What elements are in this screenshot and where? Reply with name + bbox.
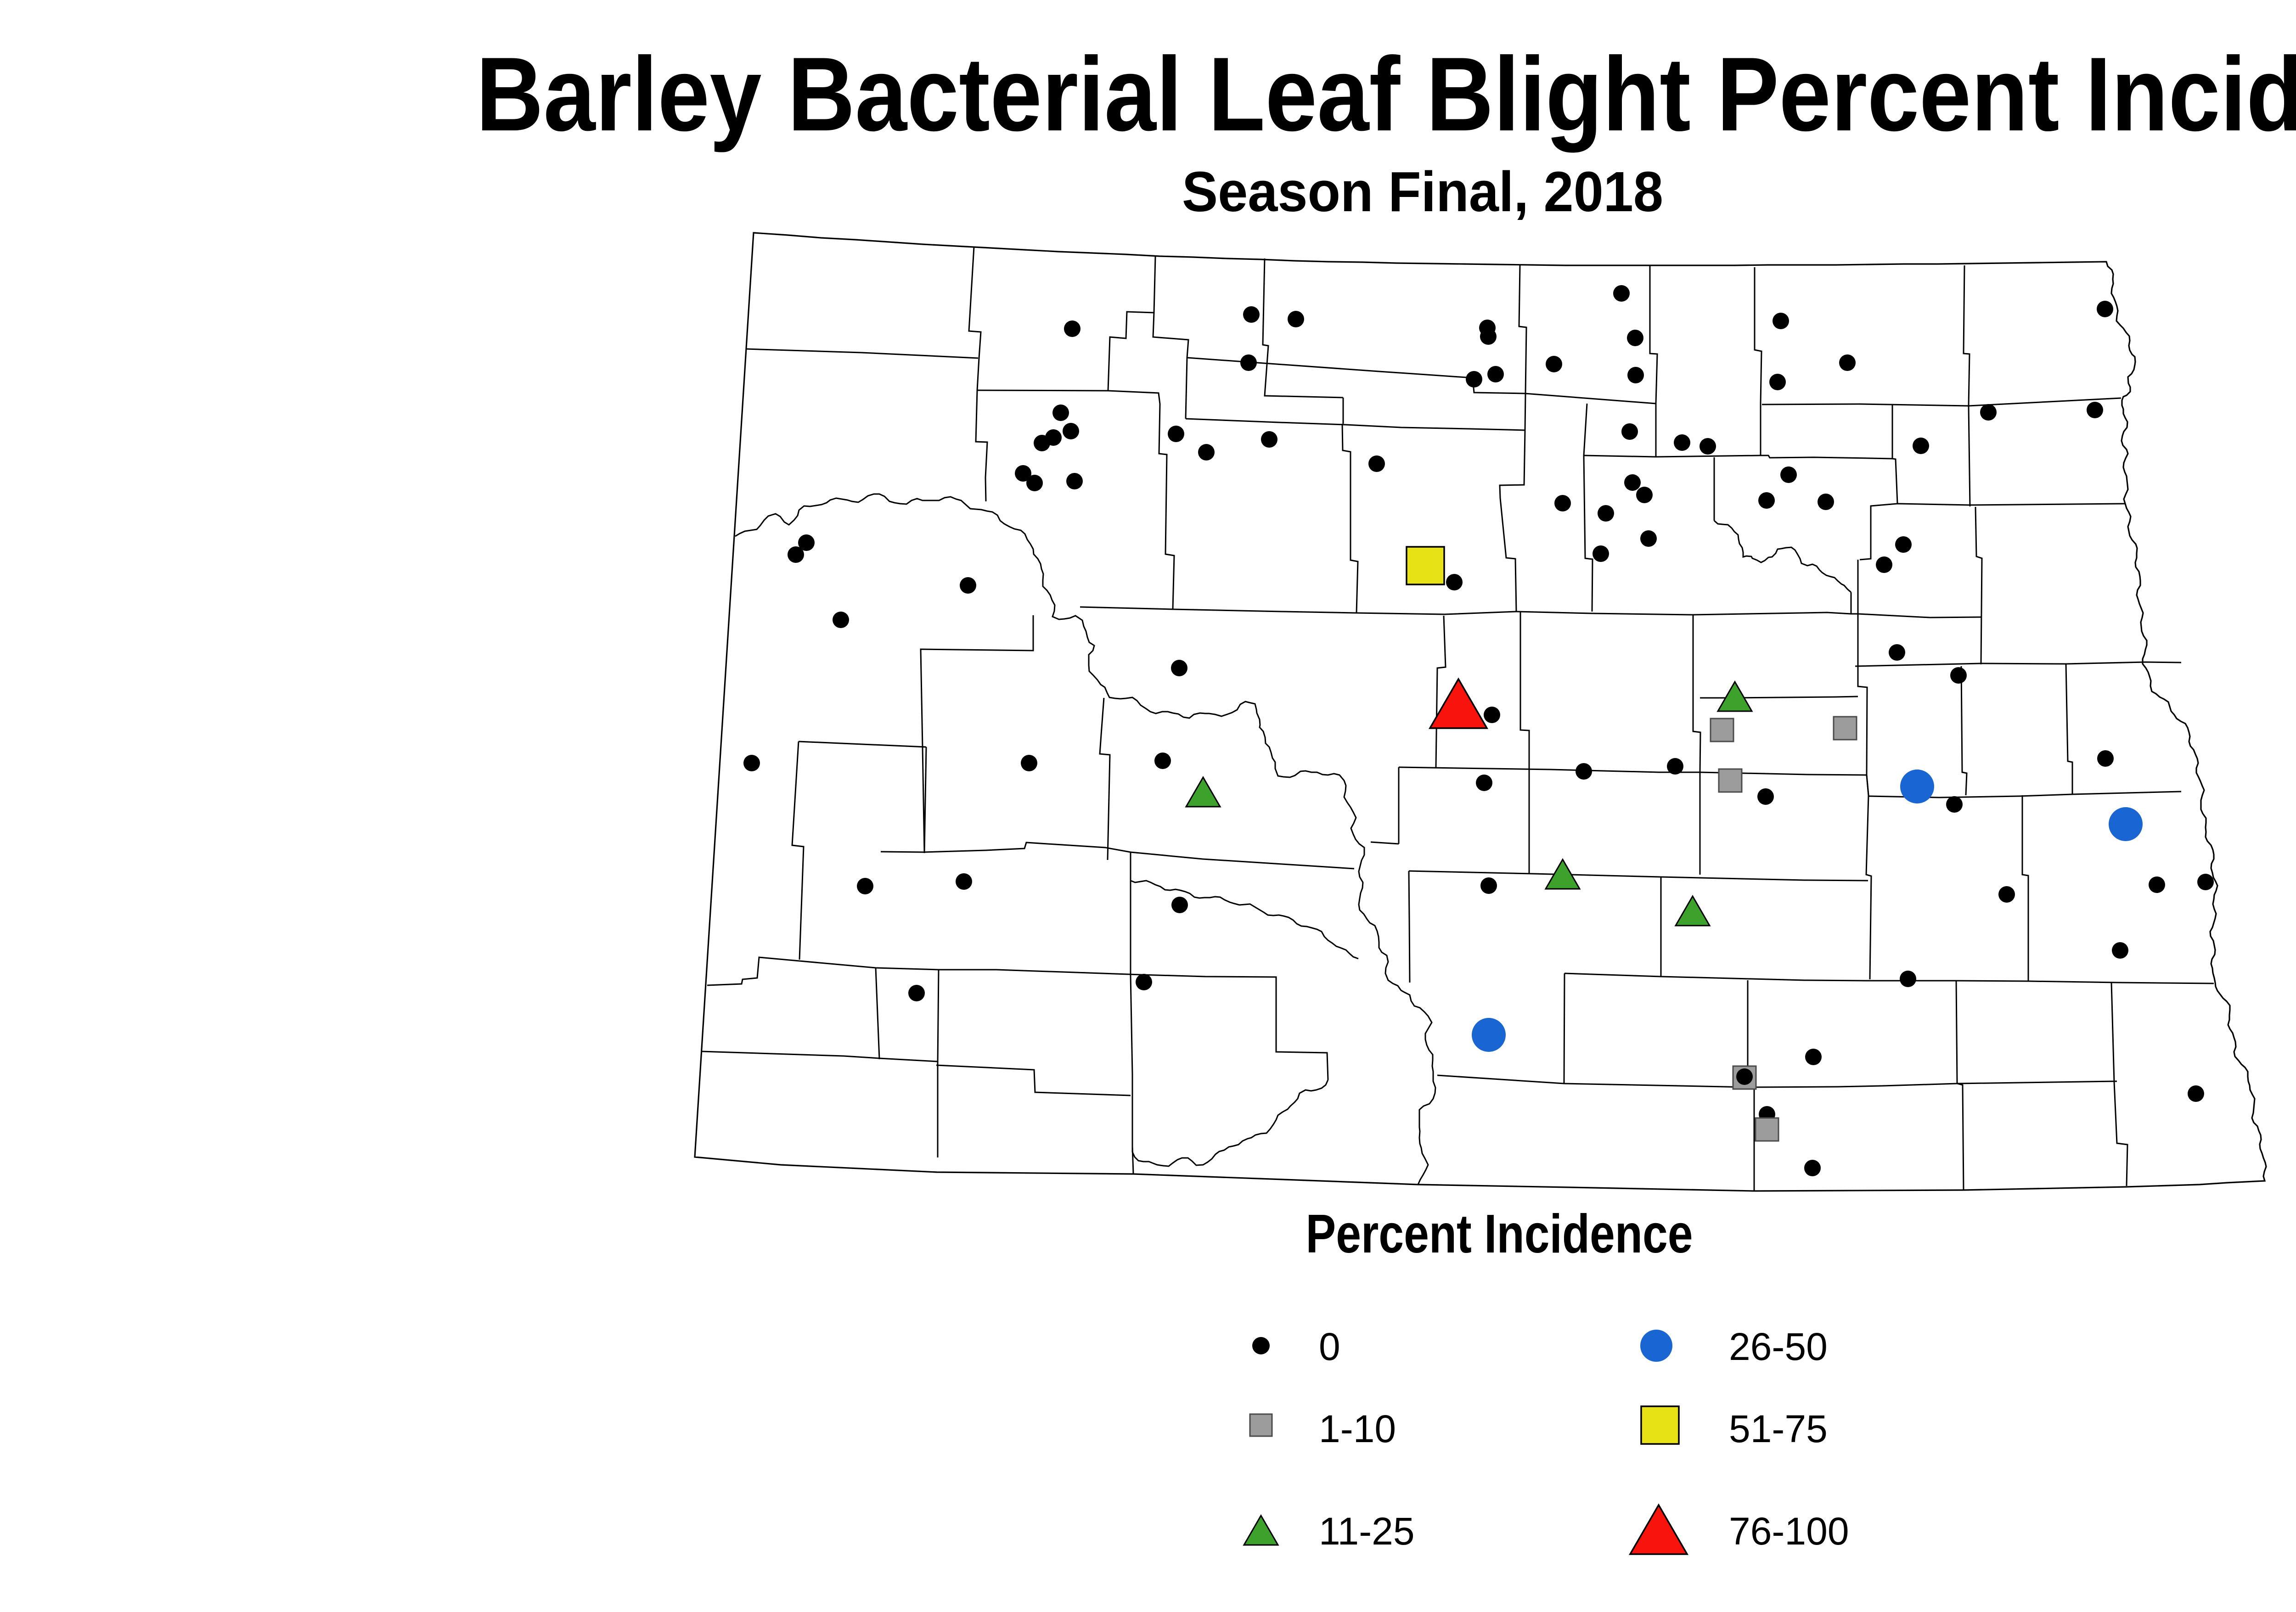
svg-text:0: 0 [1319,1325,1340,1368]
svg-text:Percent Incidence: Percent Incidence [1306,1203,1693,1264]
svg-text:11-25: 11-25 [1319,1510,1415,1553]
svg-text:26-50: 26-50 [1729,1325,1828,1368]
svg-text:1-10: 1-10 [1319,1407,1396,1450]
svg-text:51-75: 51-75 [1729,1407,1828,1450]
svg-text:76-100: 76-100 [1729,1510,1849,1553]
svg-text:Season Final, 2018: Season Final, 2018 [1182,161,1663,224]
svg-text:Barley Bacterial Leaf Blight P: Barley Bacterial Leaf Blight Percent Inc… [476,35,2296,153]
